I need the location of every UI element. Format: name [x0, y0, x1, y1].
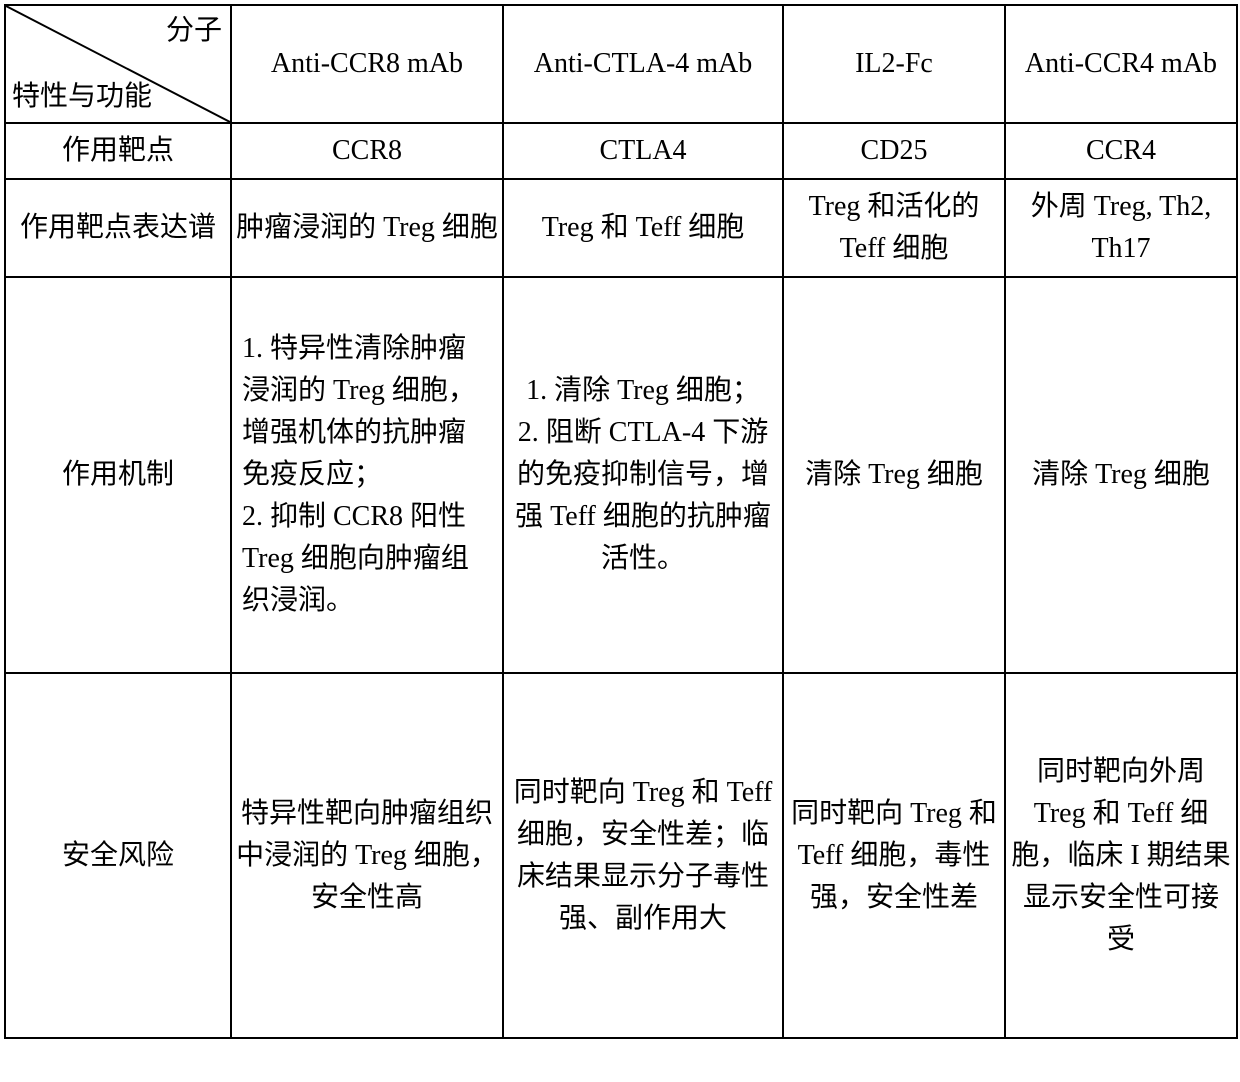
cell-mech-ccr4: 清除 Treg 细胞 — [1005, 277, 1237, 673]
row-target: 作用靶点 CCR8 CTLA4 CD25 CCR4 — [5, 123, 1237, 179]
cell-target-il2fc: CD25 — [783, 123, 1005, 179]
row-label-expression: 作用靶点表达谱 — [5, 179, 231, 277]
comparison-table-wrap: 分子 特性与功能 Anti-CCR8 mAb Anti-CTLA-4 mAb I… — [0, 0, 1240, 1043]
cell-expr-ctla4: Treg 和 Teff 细胞 — [503, 179, 783, 277]
cell-target-ccr4: CCR4 — [1005, 123, 1237, 179]
row-expression: 作用靶点表达谱 肿瘤浸润的 Treg 细胞 Treg 和 Teff 细胞 Tre… — [5, 179, 1237, 277]
row-mechanism: 作用机制 1. 特异性清除肿瘤浸润的 Treg 细胞，增强机体的抗肿瘤免疫反应；… — [5, 277, 1237, 673]
cell-mech-il2fc: 清除 Treg 细胞 — [783, 277, 1005, 673]
cell-expr-il2fc: Treg 和活化的 Teff 细胞 — [783, 179, 1005, 277]
cell-expr-ccr4: 外周 Treg, Th2, Th17 — [1005, 179, 1237, 277]
row-label-mechanism: 作用机制 — [5, 277, 231, 673]
row-risk: 安全风险 特异性靶向肿瘤组织中浸润的 Treg 细胞，安全性高 同时靶向 Tre… — [5, 673, 1237, 1038]
header-row: 分子 特性与功能 Anti-CCR8 mAb Anti-CTLA-4 mAb I… — [5, 5, 1237, 123]
cell-risk-il2fc: 同时靶向 Treg 和 Teff 细胞，毒性强，安全性差 — [783, 673, 1005, 1038]
cell-target-ctla4: CTLA4 — [503, 123, 783, 179]
col-header-anti-ccr8: Anti-CCR8 mAb — [231, 5, 503, 123]
cell-expr-ccr8: 肿瘤浸润的 Treg 细胞 — [231, 179, 503, 277]
header-bottom-label: 特性与功能 — [12, 76, 152, 118]
cell-target-ccr8: CCR8 — [231, 123, 503, 179]
row-label-target: 作用靶点 — [5, 123, 231, 179]
cell-risk-ctla4: 同时靶向 Treg 和 Teff 细胞，安全性差；临床结果显示分子毒性强、副作用… — [503, 673, 783, 1038]
header-top-label: 分子 — [166, 10, 222, 52]
cell-mech-ctla4: 1. 清除 Treg 细胞；2. 阻断 CTLA-4 下游的免疫抑制信号，增强 … — [503, 277, 783, 673]
cell-risk-ccr4: 同时靶向外周 Treg 和 Teff 细胞，临床 I 期结果显示安全性可接受 — [1005, 673, 1237, 1038]
col-header-anti-ctla4: Anti-CTLA-4 mAb — [503, 5, 783, 123]
cell-mech-ccr8: 1. 特异性清除肿瘤浸润的 Treg 细胞，增强机体的抗肿瘤免疫反应；2. 抑制… — [231, 277, 503, 673]
diagonal-header-cell: 分子 特性与功能 — [5, 5, 231, 123]
comparison-table: 分子 特性与功能 Anti-CCR8 mAb Anti-CTLA-4 mAb I… — [4, 4, 1238, 1039]
cell-risk-ccr8: 特异性靶向肿瘤组织中浸润的 Treg 细胞，安全性高 — [231, 673, 503, 1038]
col-header-il2fc: IL2-Fc — [783, 5, 1005, 123]
row-label-risk: 安全风险 — [5, 673, 231, 1038]
col-header-anti-ccr4: Anti-CCR4 mAb — [1005, 5, 1237, 123]
